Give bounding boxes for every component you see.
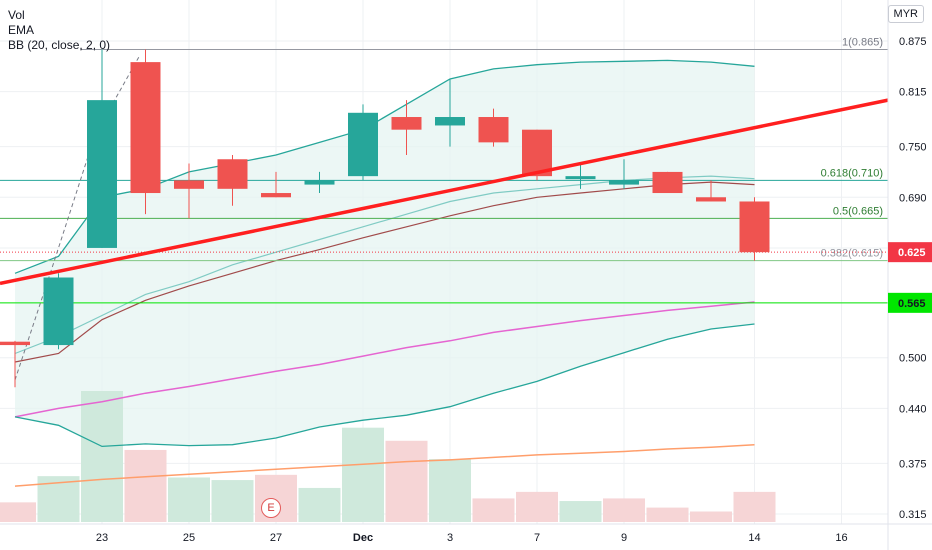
candle-body <box>348 112 378 177</box>
x-tick-label: 3 <box>447 532 453 544</box>
trendline <box>0 98 889 286</box>
volume-bar <box>168 477 210 522</box>
candle-body <box>217 159 248 189</box>
candle-body <box>739 201 770 253</box>
candle-body <box>652 171 683 194</box>
fib-level-label: 0.618(0.710) <box>821 167 883 179</box>
candle-body <box>0 341 30 346</box>
y-tick-label: 0.315 <box>899 509 927 521</box>
x-tick-label: 16 <box>835 532 847 544</box>
last-price-label-bg <box>888 242 932 263</box>
drawing-connector-line <box>14 54 141 381</box>
fib-level-label: 0.382(0.615) <box>821 248 883 260</box>
volume-bar <box>211 480 254 522</box>
candle-body <box>609 180 639 185</box>
candle-body <box>522 129 552 177</box>
volume-bar <box>81 391 123 522</box>
candle-body <box>43 277 74 346</box>
currency-button[interactable]: MYR <box>887 5 924 23</box>
volume-bar <box>690 511 732 522</box>
y-tick-label: 0.690 <box>899 192 927 204</box>
legend-ema[interactable]: EMA <box>8 23 35 37</box>
volume-bar <box>298 487 341 522</box>
volume-bar <box>0 502 36 522</box>
candle-body <box>261 193 291 198</box>
fib-level-label: 0.5(0.665) <box>833 205 883 217</box>
candle-body <box>304 180 335 185</box>
x-tick-label: 25 <box>183 532 195 544</box>
volume-bar <box>472 498 515 522</box>
candle-body <box>478 117 509 143</box>
candle-body <box>174 180 204 189</box>
fib-level-label: 1(0.865) <box>842 36 883 48</box>
indicator-legend: Vol EMA BB (20, close, 2, 0) <box>8 8 110 53</box>
ema-mid-line <box>14 181 755 363</box>
candle-body <box>696 197 726 202</box>
x-tick-label: 23 <box>96 532 108 544</box>
candle-body <box>391 117 422 130</box>
last-price-label: 0.625 <box>898 247 926 259</box>
x-tick-label: 7 <box>534 532 540 544</box>
legend-bb[interactable]: BB (20, close, 2, 0) <box>8 38 111 52</box>
volume-bar <box>646 507 689 522</box>
earnings-marker[interactable]: E <box>261 498 281 518</box>
bollinger-lower-line <box>14 323 755 448</box>
volume-bar <box>559 501 602 522</box>
y-tick-label: 0.440 <box>899 403 927 415</box>
volume-bar <box>385 440 428 522</box>
x-tick-label: 14 <box>748 532 760 544</box>
candle-body <box>130 62 161 194</box>
y-tick-label: 0.500 <box>899 353 927 365</box>
candle-body <box>87 100 117 248</box>
volume-bar <box>603 498 645 522</box>
legend-vol[interactable]: Vol <box>8 8 25 22</box>
y-tick-label: 0.750 <box>899 142 927 154</box>
volume-bar <box>342 427 384 522</box>
volume-bar <box>516 491 558 522</box>
y-tick-label: 0.375 <box>899 458 927 470</box>
x-tick-label: Dec <box>353 532 373 544</box>
volume-bar <box>429 459 471 522</box>
horizontal-line-label-bg <box>888 292 932 313</box>
x-tick-label: 27 <box>270 532 282 544</box>
volume-bar <box>733 491 776 522</box>
volume-bar <box>124 449 167 522</box>
y-tick-label: 0.875 <box>899 36 927 48</box>
candle-body <box>565 176 596 180</box>
bollinger-band-fill <box>15 60 755 447</box>
candle-body <box>435 117 465 126</box>
horizontal-line-label: 0.565 <box>898 298 926 310</box>
y-tick-label: 0.815 <box>899 87 927 99</box>
ema-orange-line <box>14 443 755 487</box>
ema-pink-line <box>14 301 755 418</box>
x-tick-label: 9 <box>621 532 627 544</box>
